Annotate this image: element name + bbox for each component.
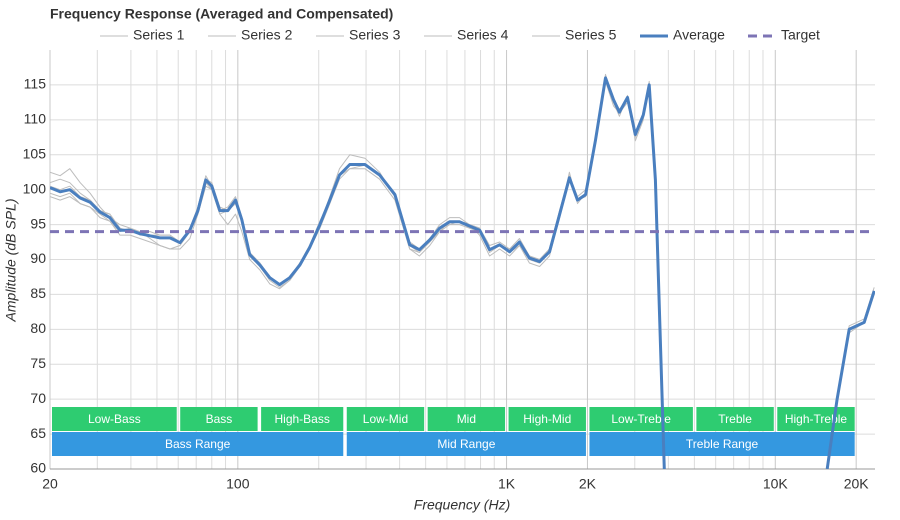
band-label: Bass [206,412,233,426]
band-label: Low-Treble [611,412,671,426]
band-label: Low-Mid [363,412,408,426]
y-tick-label: 65 [30,425,46,441]
x-tick-label: 1K [498,476,516,492]
legend-label: Series 2 [241,27,293,43]
x-tick-label: 10K [763,476,789,492]
band-box [696,407,774,431]
legend-label: Target [781,27,820,43]
band-label: High-Treble [785,412,848,426]
legend-label: Series 5 [565,27,617,43]
y-tick-label: 105 [23,145,47,161]
legend-label: Series 1 [133,27,185,43]
band-box [52,407,177,431]
x-tick-label: 20K [844,476,870,492]
y-tick-label: 85 [30,285,46,301]
x-tick-label: 2K [579,476,597,492]
band-box [508,407,586,431]
band-label: Treble [718,412,752,426]
band-box [261,407,344,431]
band-box [180,407,258,431]
y-tick-label: 95 [30,215,46,231]
plot-area [50,73,875,469]
band-label: Bass Range [165,437,231,451]
y-tick-label: 115 [24,76,47,92]
y-tick-label: 100 [23,180,47,196]
y-tick-label: 80 [30,320,46,336]
series-line [50,76,875,469]
legend-label: Series 3 [349,27,401,43]
x-axis-label: Frequency (Hz) [414,497,510,513]
legend-label: Series 4 [457,27,509,43]
chart-title: Frequency Response (Averaged and Compens… [50,6,393,22]
band-label: High-Bass [275,412,330,426]
range-box [346,432,586,456]
band-label: High-Mid [523,412,571,426]
x-tick-label: 100 [226,476,250,492]
y-tick-label: 60 [30,460,46,476]
band-box [589,407,693,431]
band-box [346,407,425,431]
legend-label: Average [673,27,725,43]
y-axis-label: Amplitude (dB SPL) [3,199,19,323]
band-label: Mid [457,412,476,426]
band-box [427,407,506,431]
y-tick-label: 90 [30,250,46,266]
band-box [777,407,855,431]
range-box [589,432,855,456]
range-box [52,432,344,456]
band-label: Mid Range [437,437,495,451]
x-tick-label: 20 [42,476,58,492]
y-tick-label: 70 [30,390,46,406]
band-label: Low-Bass [88,412,141,426]
y-tick-label: 110 [24,111,47,127]
band-label: Treble Range [686,437,759,451]
y-tick-label: 75 [30,355,46,371]
